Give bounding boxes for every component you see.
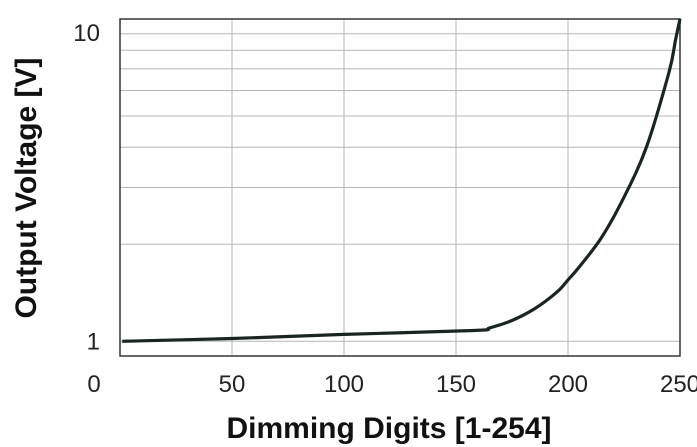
grid xyxy=(120,19,680,356)
y-tick-label-10: 10 xyxy=(73,20,100,47)
y-axis-title: Output Voltage [V] xyxy=(10,57,43,318)
x-tick-label-50: 50 xyxy=(219,371,246,398)
y-tick-label-1: 1 xyxy=(87,328,100,355)
x-tick-label-250: 250 xyxy=(660,371,697,398)
x-tick-label-150: 150 xyxy=(436,371,476,398)
x-tick-label-100: 100 xyxy=(324,371,364,398)
plot-frame xyxy=(119,18,681,357)
x-tick-label-0: 0 xyxy=(87,371,100,398)
x-tick-labels: 0 50 100 150 200 250 xyxy=(87,371,697,398)
y-tick-labels: 1 10 xyxy=(73,20,100,355)
x-tick-label-200: 200 xyxy=(548,371,588,398)
x-axis-title: Dimming Digits [1-254] xyxy=(226,412,551,445)
series-line-output-voltage xyxy=(122,18,682,343)
